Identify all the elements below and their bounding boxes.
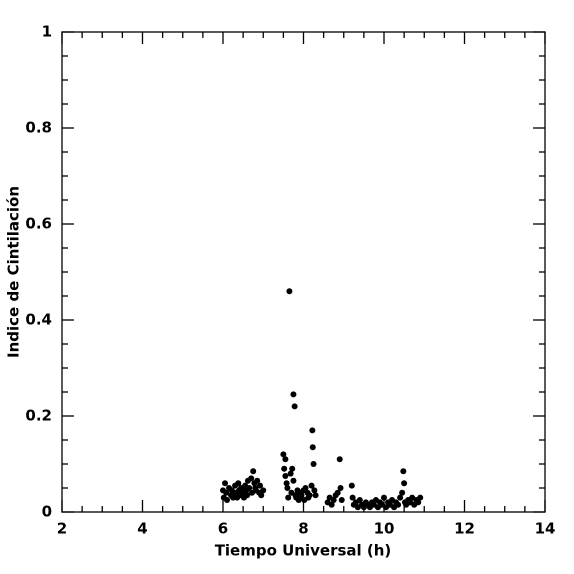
point — [309, 444, 316, 451]
y-tick-label: 1 — [42, 23, 52, 41]
x-axis-label: Tiempo Universal (h) — [215, 542, 392, 560]
point — [302, 485, 309, 491]
point — [349, 494, 356, 501]
point — [312, 492, 319, 499]
point — [248, 475, 255, 482]
point — [223, 489, 230, 496]
point — [257, 482, 264, 489]
point — [306, 492, 313, 499]
point — [336, 456, 343, 463]
point — [289, 465, 296, 472]
point — [417, 494, 424, 501]
point — [280, 451, 287, 458]
point — [399, 489, 406, 496]
y-tick-label: 0.6 — [25, 215, 52, 233]
point — [328, 501, 335, 508]
point — [222, 480, 229, 487]
point — [284, 485, 291, 491]
point — [258, 492, 265, 499]
point — [250, 468, 257, 475]
point — [254, 477, 261, 484]
point — [224, 497, 231, 503]
point — [246, 485, 253, 491]
point — [260, 487, 267, 494]
point — [381, 494, 387, 501]
y-tick-label: 0.4 — [25, 311, 52, 329]
y-axis-label: Indice de Cintilación — [5, 186, 23, 358]
point — [334, 489, 341, 496]
point — [290, 477, 297, 484]
point — [281, 465, 288, 472]
point — [287, 470, 294, 477]
point — [286, 288, 293, 295]
point — [283, 480, 290, 487]
point — [330, 497, 337, 503]
x-tick-label: 10 — [374, 520, 395, 538]
x-tick-label: 4 — [137, 520, 147, 538]
point — [348, 482, 355, 489]
plot-frame — [61, 31, 546, 513]
point — [397, 494, 404, 501]
point — [338, 497, 345, 503]
point — [244, 492, 251, 499]
x-tick-label: 8 — [298, 520, 308, 538]
x-tick-label: 14 — [535, 520, 556, 538]
y-tick-label: 0.2 — [25, 407, 52, 425]
point — [356, 497, 363, 503]
point — [401, 480, 408, 487]
x-tick-label: 2 — [57, 520, 67, 538]
x-tick-label: 12 — [454, 520, 475, 538]
y-tick-label: 0.8 — [25, 119, 52, 137]
point — [282, 473, 289, 479]
point — [285, 494, 292, 501]
point — [282, 456, 289, 463]
point — [291, 403, 298, 410]
point — [400, 468, 407, 475]
point — [298, 492, 305, 499]
point — [311, 487, 318, 494]
point — [290, 391, 297, 398]
x-tick-label: 6 — [218, 520, 228, 538]
point — [235, 480, 242, 487]
y-tick-label: 0 — [42, 503, 52, 521]
point — [310, 461, 317, 467]
point — [309, 427, 316, 434]
point — [415, 499, 422, 506]
point — [308, 482, 315, 489]
point — [395, 501, 402, 508]
point — [337, 485, 344, 491]
